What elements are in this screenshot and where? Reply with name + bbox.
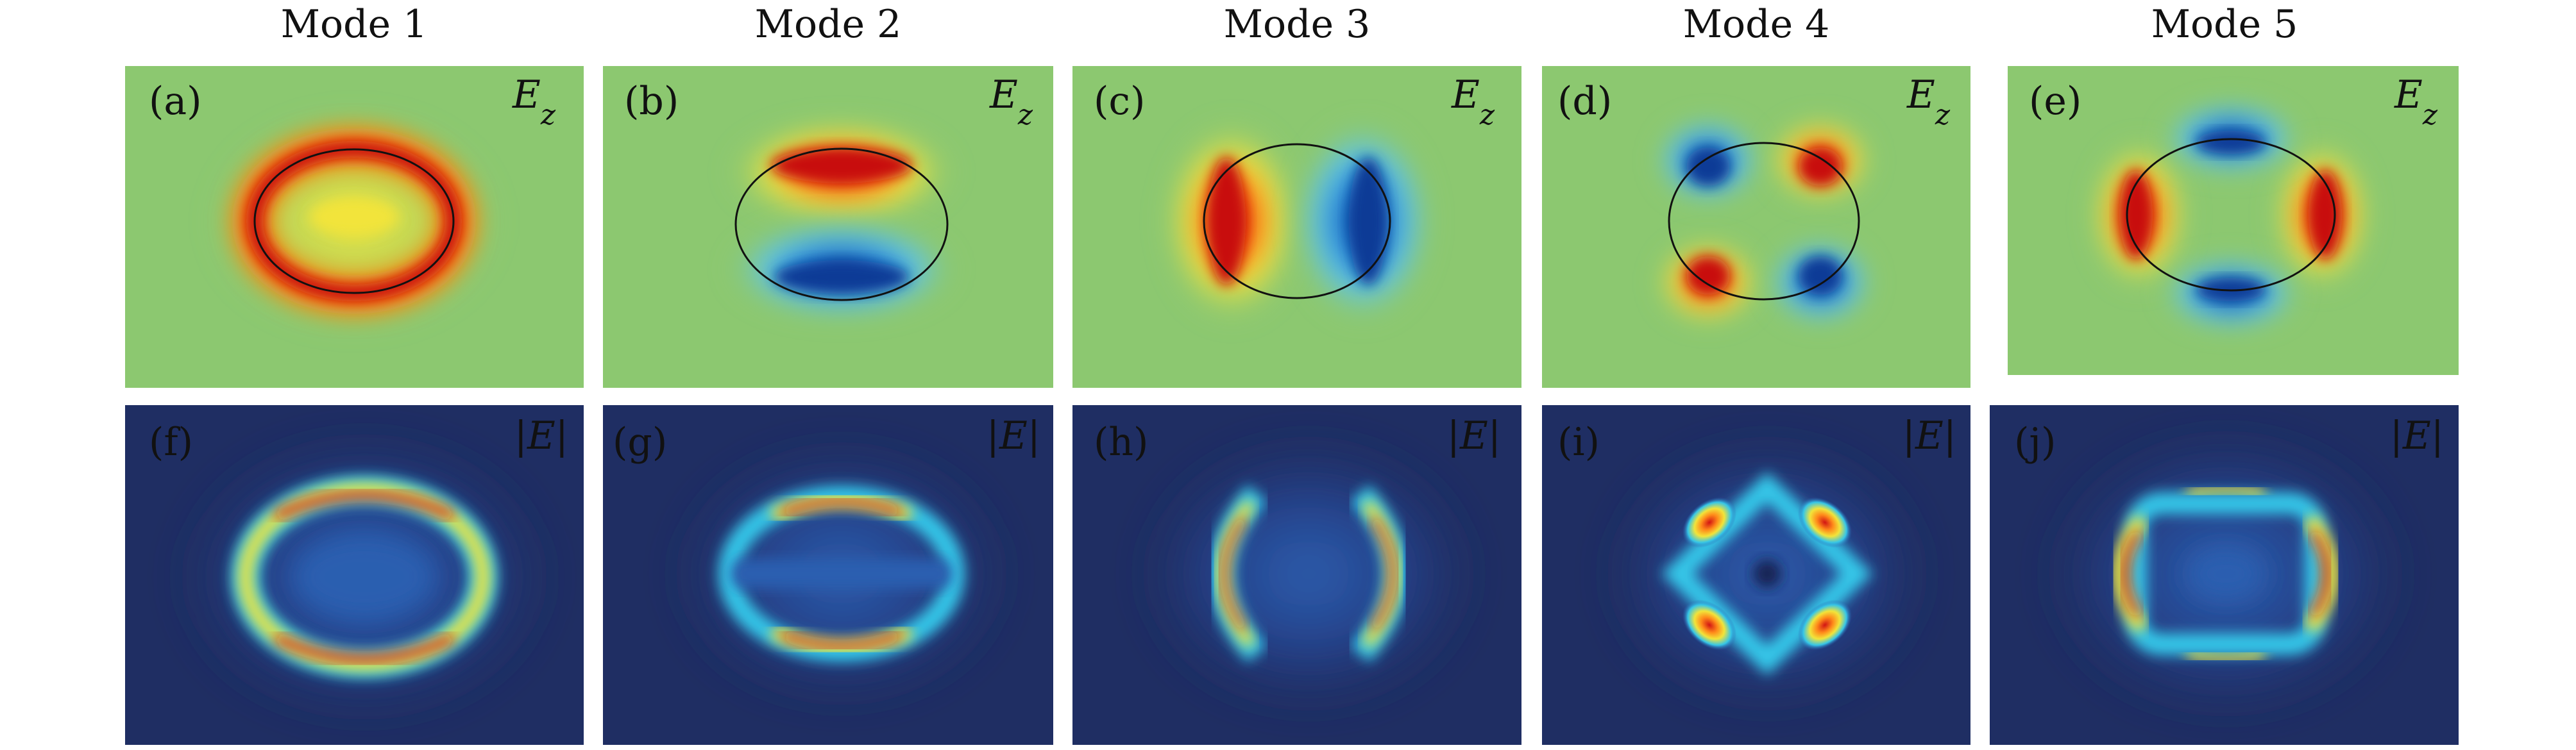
panel-label-j: (j) xyxy=(2014,420,2056,465)
panel-h-absE-mode-3 xyxy=(1072,405,1521,745)
panel-b-ez-mode-2 xyxy=(603,66,1053,388)
field-label-absE-f: |E| xyxy=(514,413,568,458)
field-label-ez-d: Ez xyxy=(1906,72,1951,131)
field-label-absE-j: |E| xyxy=(2390,413,2444,458)
panel-f-absE-mode-1 xyxy=(125,405,584,745)
field-label-absE-h: |E| xyxy=(1447,413,1501,458)
panel-label-a: (a) xyxy=(149,79,202,124)
panel-c-ez-mode-3 xyxy=(1072,66,1521,388)
panel-label-d: (d) xyxy=(1557,79,1612,124)
field-label-absE-i: |E| xyxy=(1902,413,1956,458)
panel-label-f: (f) xyxy=(149,420,193,465)
field-label-absE-g: |E| xyxy=(987,413,1040,458)
panel-label-g: (g) xyxy=(613,420,667,465)
panel-d-ez-mode-4 xyxy=(1542,66,1970,388)
panel-label-e: (e) xyxy=(2029,79,2081,124)
panel-label-b: (b) xyxy=(624,79,679,124)
panel-e-ez-mode-5 xyxy=(2008,66,2459,375)
panel-j-absE-mode-5 xyxy=(1990,405,2459,745)
field-label-ez-a: Ez xyxy=(512,72,556,131)
column-title-mode-2: Mode 2 xyxy=(755,2,902,47)
panel-label-h: (h) xyxy=(1094,420,1148,465)
column-title-mode-3: Mode 3 xyxy=(1224,2,1371,47)
panel-label-c: (c) xyxy=(1094,79,1145,124)
panel-g-absE-mode-2 xyxy=(603,405,1053,745)
column-title-mode-5: Mode 5 xyxy=(2151,2,2298,47)
panel-label-i: (i) xyxy=(1557,420,1600,465)
column-title-mode-1: Mode 1 xyxy=(281,2,428,47)
panel-a-ez-mode-1 xyxy=(125,66,584,388)
field-label-ez-e: Ez xyxy=(2394,72,2438,131)
column-title-mode-4: Mode 4 xyxy=(1683,2,1830,47)
field-label-ez-b: Ez xyxy=(989,72,1033,131)
field-label-ez-c: Ez xyxy=(1451,72,1495,131)
panel-i-absE-mode-4 xyxy=(1542,405,1970,745)
